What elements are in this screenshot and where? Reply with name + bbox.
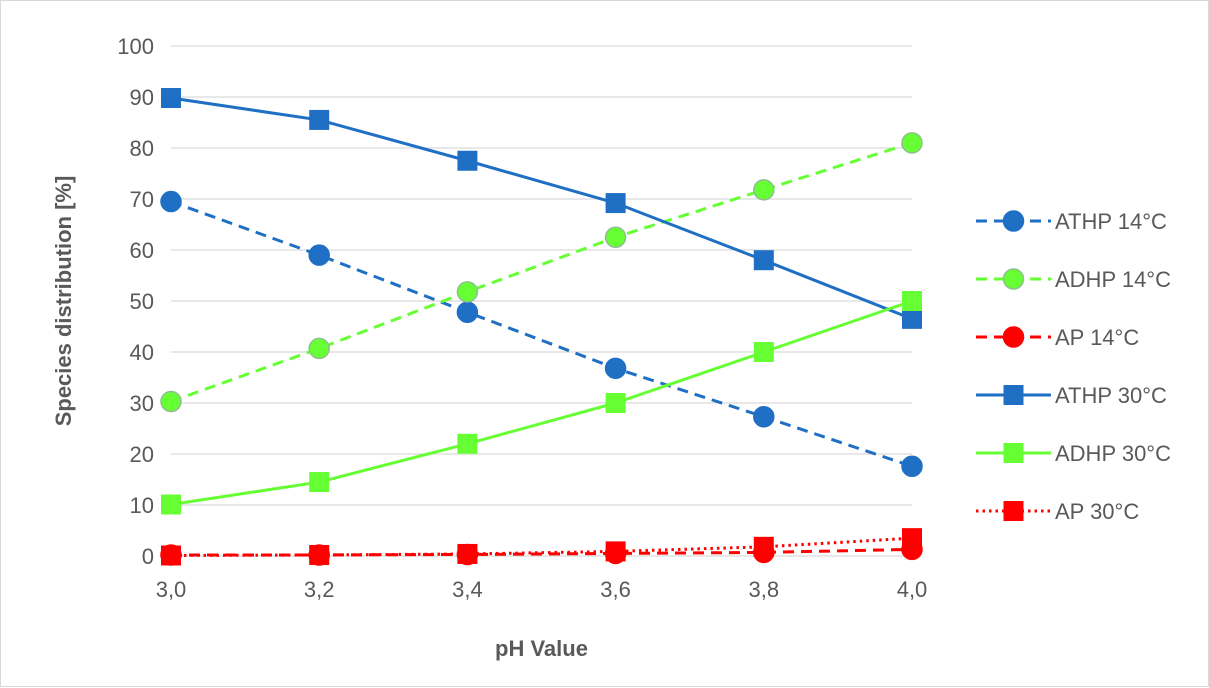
data-point — [902, 291, 922, 311]
data-point — [901, 132, 923, 154]
data-point — [161, 88, 181, 109]
data-point — [753, 250, 774, 271]
data-point — [604, 226, 627, 248]
series-line-4 — [170, 299, 913, 506]
y-tick-label: 60 — [130, 238, 154, 263]
data-point — [902, 528, 922, 549]
legend-label: ATHP 30°C — [1055, 383, 1167, 408]
data-point — [902, 308, 922, 329]
series-line-0 — [170, 200, 913, 468]
data-point — [457, 543, 478, 564]
series-line-5 — [170, 536, 913, 557]
y-axis-title: Species distribution [%] — [51, 176, 76, 427]
series-line-2 — [171, 547, 913, 557]
data-point — [161, 494, 181, 515]
legend-marker — [1002, 326, 1025, 348]
data-point — [605, 193, 626, 214]
x-tick-label: 3,8 — [749, 577, 780, 602]
y-tick-label: 20 — [130, 442, 154, 467]
data-point — [161, 545, 181, 566]
y-tick-label: 30 — [130, 391, 154, 416]
x-tick-label: 3,6 — [600, 577, 631, 602]
legend-marker — [1003, 385, 1024, 405]
data-point — [901, 455, 923, 477]
legend-label: AP 14°C — [1055, 325, 1139, 350]
data-point — [308, 244, 330, 266]
data-point — [753, 536, 774, 557]
data-point — [753, 179, 775, 201]
data-point — [605, 393, 626, 413]
legend-label: ADHP 14°C — [1055, 267, 1171, 292]
data-point — [309, 544, 330, 565]
data-point — [456, 301, 479, 323]
data-point — [753, 406, 775, 428]
data-point — [160, 390, 182, 413]
y-tick-label: 40 — [130, 340, 154, 365]
data-point — [457, 150, 478, 171]
y-tick-label: 70 — [130, 187, 154, 212]
legend-label: ATHP 14°C — [1055, 209, 1167, 234]
data-point — [604, 357, 627, 380]
y-tick-label: 100 — [117, 34, 154, 59]
legend-label: ADHP 30°C — [1055, 441, 1171, 466]
legend-marker — [1003, 443, 1024, 463]
y-tick-label: 90 — [130, 85, 154, 110]
data-point — [308, 337, 330, 360]
x-axis-title: pH Value — [495, 636, 588, 661]
data-point — [160, 190, 182, 213]
x-tick-label: 3,4 — [452, 577, 483, 602]
legend-marker — [1002, 210, 1025, 232]
series-line-3 — [170, 96, 913, 321]
x-tick-label: 3,2 — [304, 577, 335, 602]
data-point — [309, 472, 330, 493]
legend-label: AP 30°C — [1055, 499, 1139, 524]
y-tick-label: 0 — [142, 544, 154, 569]
data-point — [456, 281, 479, 303]
legend-marker — [1003, 501, 1024, 521]
data-point — [605, 541, 626, 562]
x-tick-label: 3,0 — [156, 577, 187, 602]
legend-marker — [1002, 268, 1025, 290]
data-point — [753, 342, 774, 362]
x-tick-label: 4,0 — [897, 577, 928, 602]
series-line-1 — [170, 141, 913, 403]
y-tick-label: 50 — [130, 289, 154, 314]
y-tick-label: 10 — [130, 493, 154, 518]
data-point — [457, 433, 478, 454]
data-point — [309, 109, 330, 130]
y-tick-label: 80 — [130, 136, 154, 161]
